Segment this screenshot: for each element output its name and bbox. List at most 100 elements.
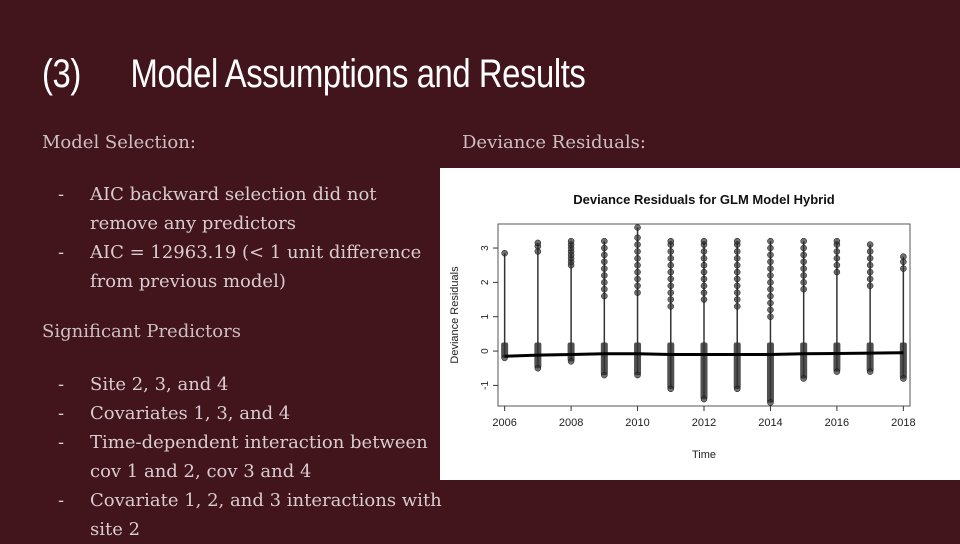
x-tick-label: 2018 <box>891 417 915 429</box>
residual-point <box>767 244 774 252</box>
residual-point <box>800 258 807 266</box>
residual-point <box>900 375 907 382</box>
residual-point <box>733 237 741 245</box>
residual-point <box>667 303 675 310</box>
residual-point <box>767 265 774 272</box>
residual-point <box>866 268 874 276</box>
residual-point <box>534 364 542 372</box>
residual-point <box>833 248 841 255</box>
residual-point <box>534 239 542 247</box>
residual-point <box>601 285 608 293</box>
residual-point <box>733 268 741 276</box>
chart-marks <box>501 224 907 406</box>
slide-title: (3) Model Assumptions and Results <box>42 52 586 97</box>
list-item: - AIC = 12963.19 (< 1 unit difference fro… <box>58 242 422 292</box>
list-item: - Covariates 1, 3, and 4 <box>58 403 291 424</box>
residual-point <box>800 272 807 279</box>
residual-point <box>733 289 741 296</box>
residual-point <box>866 261 874 269</box>
residual-point <box>800 265 807 272</box>
residual-point <box>833 368 841 375</box>
residual-point <box>800 285 807 293</box>
x-tick-label: 2016 <box>825 417 849 429</box>
residual-point <box>767 279 774 286</box>
residual-point <box>866 248 874 255</box>
x-tick-label: 2006 <box>492 417 516 429</box>
residual-point <box>667 385 675 393</box>
residual-point <box>767 399 774 406</box>
bullet-text: Covariate 1, 2, and 3 interactions with … <box>90 490 442 540</box>
residual-point <box>833 261 841 269</box>
residual-point <box>700 282 708 290</box>
residual-point <box>601 237 608 245</box>
residual-point <box>900 253 907 260</box>
x-tick-label: 2008 <box>559 417 583 429</box>
residual-point <box>601 251 608 259</box>
residual-point <box>567 237 575 245</box>
residual-point <box>634 268 641 276</box>
bullet-text: Covariates 1, 3, and 4 <box>90 403 291 424</box>
title-number: (3) <box>42 52 81 96</box>
residual-point <box>601 258 608 266</box>
residual-point <box>667 282 675 290</box>
residual-cluster-2010 <box>634 342 642 376</box>
bullet-text: Time-dependent interaction between cov 1… <box>90 432 428 482</box>
section-deviance-residuals: Deviance Residuals: <box>462 132 646 153</box>
residual-point <box>800 244 807 252</box>
residual-point <box>700 395 708 403</box>
residual-point <box>601 292 608 300</box>
x-tick-label: 2012 <box>692 417 716 429</box>
x-tick-label: 2014 <box>758 417 782 429</box>
residual-cluster-2017 <box>866 342 874 372</box>
residual-point <box>667 268 675 276</box>
residual-point <box>733 385 741 393</box>
list-item: - Covariate 1, 2, and 3 interactions with… <box>58 490 442 540</box>
residual-point <box>700 275 708 283</box>
residual-point <box>900 265 907 272</box>
list-item: - Time-dependent interaction between cov … <box>58 432 428 482</box>
title-text: Model Assumptions and Results <box>130 52 586 96</box>
bullet-text: AIC backward selection did not remove an… <box>90 184 377 234</box>
residual-point <box>700 237 708 245</box>
residual-point <box>733 248 741 255</box>
residual-point <box>634 224 641 231</box>
residual-point <box>800 375 807 382</box>
residual-point <box>667 289 675 296</box>
residual-point <box>667 275 675 283</box>
list-item: - AIC backward selection did not remove a… <box>58 184 377 234</box>
y-tick-label: 2 <box>480 279 491 285</box>
residual-point <box>667 261 675 269</box>
bullet-text: AIC = 12963.19 (< 1 unit difference from… <box>90 242 422 292</box>
residual-point <box>767 292 774 300</box>
residual-point <box>634 282 641 290</box>
residuals-chart: Deviance Residuals for GLM Model Hybrid … <box>440 168 960 480</box>
residual-point <box>767 313 774 320</box>
residual-point <box>601 244 608 252</box>
residual-cluster-2009 <box>600 342 608 376</box>
list-item: - Site 2, 3, and 4 <box>58 374 229 395</box>
x-axis-label: Time <box>692 449 716 461</box>
residual-point <box>601 272 608 279</box>
y-tick-label: 0 <box>480 348 491 354</box>
residual-point <box>800 251 807 259</box>
residual-point <box>833 255 841 262</box>
residual-point <box>700 248 708 255</box>
residual-cluster-2015 <box>800 342 808 379</box>
residual-point <box>634 371 641 379</box>
y-tick-label: -1 <box>480 381 491 390</box>
residual-point <box>833 237 841 245</box>
residual-point <box>567 358 575 365</box>
residual-point <box>733 282 741 290</box>
residual-point <box>667 248 675 255</box>
chart-axes: 2006 2008 2010 2012 2014 2016 2018 -1 0 1 2 3 <box>480 245 916 429</box>
residual-point <box>833 268 841 276</box>
residual-point <box>800 237 807 245</box>
residual-point <box>733 261 741 269</box>
model-selection-list: - AIC backward selection did not remove a… <box>42 180 442 296</box>
y-tick-label: 3 <box>480 245 491 251</box>
residual-point <box>767 251 774 259</box>
residual-point <box>866 275 874 283</box>
residual-point <box>866 282 874 290</box>
trend-line <box>504 351 904 358</box>
residual-point <box>601 371 608 379</box>
